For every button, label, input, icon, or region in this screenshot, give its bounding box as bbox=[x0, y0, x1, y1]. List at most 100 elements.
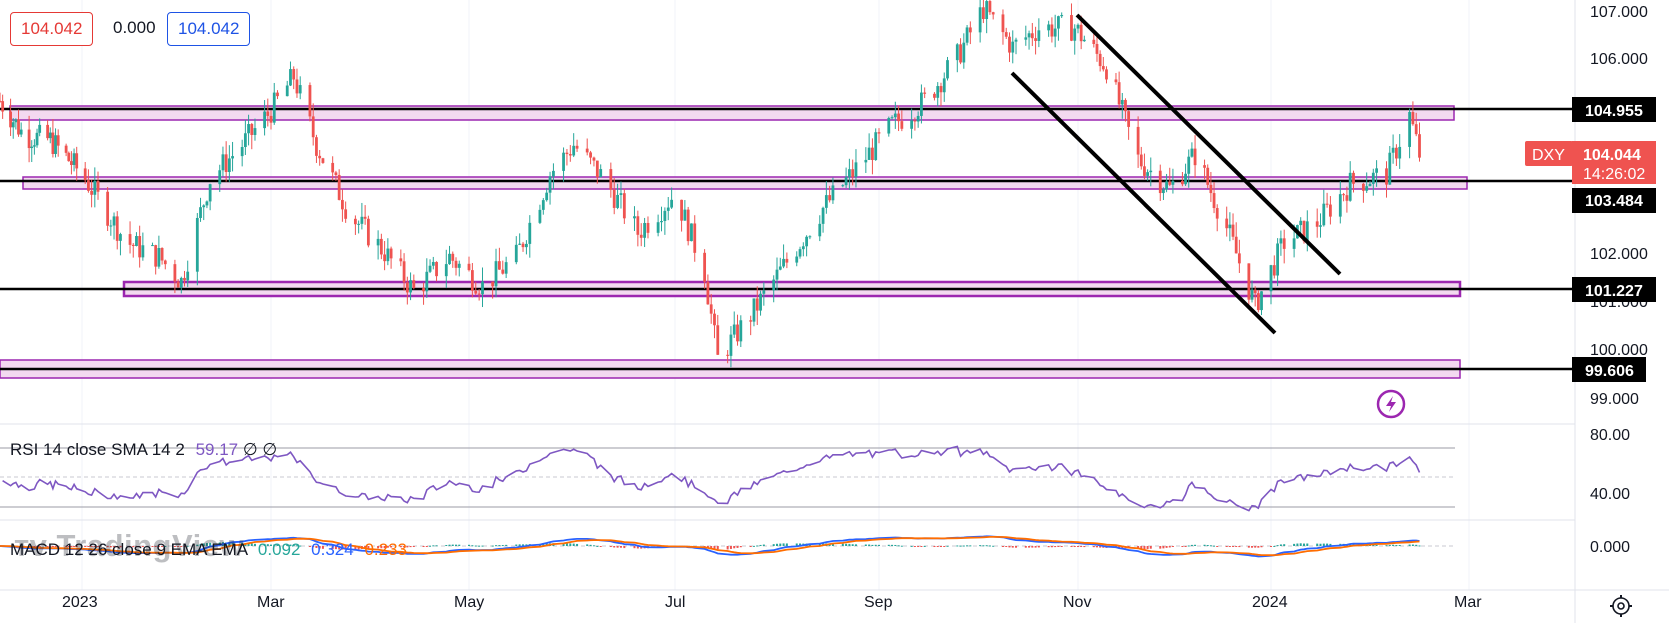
macd-hist-bar bbox=[1326, 543, 1329, 546]
candle-body bbox=[1187, 156, 1191, 174]
bid-price-box[interactable]: 104.042 bbox=[10, 12, 94, 46]
candle-body bbox=[119, 234, 122, 241]
candle-body bbox=[253, 128, 257, 135]
candle-body bbox=[176, 281, 180, 288]
price-tick: 100.000 bbox=[1590, 342, 1648, 359]
candle-body bbox=[749, 320, 753, 322]
candle-body bbox=[690, 223, 693, 242]
time-label: Mar bbox=[257, 594, 285, 611]
macd-hist-bar bbox=[522, 544, 525, 546]
ask-price-box[interactable]: 104.042 bbox=[167, 12, 251, 46]
candle-body bbox=[1117, 82, 1121, 105]
macd-hist-bar bbox=[141, 546, 144, 547]
candle-body bbox=[703, 252, 707, 282]
candle-body bbox=[67, 152, 71, 162]
macd-hist-bar bbox=[988, 545, 991, 547]
macd-hist-bar bbox=[409, 546, 412, 548]
candle-body bbox=[739, 320, 743, 342]
symbol-badge[interactable]: DXY 104.044 14:26:02 bbox=[1525, 141, 1656, 184]
candle-body bbox=[425, 271, 429, 292]
macd-hist-bar bbox=[854, 544, 857, 546]
macd-hist-bar bbox=[1375, 544, 1378, 546]
candle-body bbox=[315, 137, 318, 156]
macd-pane[interactable] bbox=[0, 519, 1575, 558]
macd-hist-bar bbox=[565, 543, 568, 546]
macd-hist-bar bbox=[403, 546, 406, 548]
macd-hist-bar bbox=[818, 543, 821, 546]
candle-body bbox=[933, 93, 936, 98]
channel-upper-line[interactable] bbox=[1075, 13, 1342, 276]
macd-hist-bar bbox=[65, 546, 68, 547]
candle-body bbox=[1073, 28, 1077, 41]
candle-body bbox=[755, 298, 759, 311]
macd-hist-bar bbox=[636, 546, 639, 549]
candle-body bbox=[955, 44, 959, 61]
candle-body bbox=[683, 209, 687, 221]
candle-body bbox=[14, 119, 18, 123]
macd-hist-bar bbox=[1349, 543, 1352, 546]
macd-hist-bar bbox=[451, 544, 454, 546]
candle-body bbox=[337, 174, 341, 200]
horizontal-levels[interactable] bbox=[0, 107, 1575, 371]
candle-body bbox=[311, 116, 315, 138]
macd-hist-bar bbox=[1306, 543, 1309, 546]
candle-body bbox=[612, 189, 616, 208]
macd-legend[interactable]: MACD 12 26 close 9 EMA EMA 0.092 0.324 0… bbox=[10, 540, 407, 560]
macd-hist-bar bbox=[772, 544, 775, 546]
candle-body bbox=[962, 42, 966, 63]
level-labels[interactable]: 104.955 103.484 101.227 99.606 bbox=[1572, 97, 1656, 382]
channel-lower-line[interactable] bbox=[1010, 71, 1277, 335]
macd-hist-bar bbox=[992, 545, 995, 547]
macd-hist-value: 0.092 bbox=[257, 540, 301, 559]
candle-body bbox=[218, 170, 222, 185]
candle-body bbox=[435, 261, 438, 277]
macd-hist-bar bbox=[599, 546, 602, 547]
macd-hist-bar bbox=[710, 546, 713, 549]
candle-body bbox=[732, 324, 736, 335]
candle-body bbox=[821, 207, 825, 224]
candle-body bbox=[622, 193, 626, 219]
macd-hist-bar bbox=[202, 543, 205, 546]
candle-body bbox=[470, 270, 474, 291]
support-resistance-zones[interactable] bbox=[0, 105, 1468, 379]
macd-hist-bar bbox=[84, 546, 87, 547]
candle-body bbox=[383, 254, 387, 262]
macd-hist-bar bbox=[851, 544, 854, 546]
macd-hist-bar bbox=[364, 546, 367, 549]
macd-value: 0.324 bbox=[311, 540, 354, 559]
last-price: 104.044 bbox=[1583, 147, 1641, 164]
candle-body bbox=[680, 199, 683, 221]
macd-hist-bar bbox=[157, 546, 160, 547]
rsi-legend[interactable]: RSI 14 close SMA 14 2 59.17 ∅ ∅ bbox=[10, 440, 277, 460]
rsi-pane[interactable] bbox=[0, 423, 1575, 512]
candle-body bbox=[431, 261, 435, 266]
macd-hist-bar bbox=[286, 544, 289, 546]
channel-lines[interactable] bbox=[1010, 13, 1342, 335]
macd-hist-bar bbox=[299, 545, 302, 547]
candle-body bbox=[1168, 181, 1172, 185]
candle-body bbox=[1120, 99, 1124, 105]
candle-body bbox=[1034, 38, 1037, 41]
spread-value: 0.000 bbox=[113, 18, 156, 37]
macd-hist-bar bbox=[1206, 545, 1209, 547]
time-axis[interactable]: 2023 Mar May Jul Sep Nov 2024 Mar bbox=[62, 594, 1482, 611]
candle-body bbox=[706, 281, 710, 305]
lightning-icon[interactable] bbox=[1376, 389, 1406, 419]
tradingview-logo-icon: ᴛᴠ bbox=[14, 528, 57, 563]
gear-icon[interactable] bbox=[1610, 595, 1632, 617]
candle-body bbox=[289, 69, 292, 86]
macd-hist-bar bbox=[729, 546, 732, 549]
macd-hist-bar bbox=[1398, 544, 1401, 546]
candle-body bbox=[38, 124, 42, 133]
macd-hist-bar bbox=[1254, 546, 1257, 548]
candle-body bbox=[11, 122, 15, 128]
candle-body bbox=[422, 288, 425, 292]
candle-body bbox=[736, 324, 739, 342]
candle-body bbox=[17, 119, 20, 135]
macd-hist-bar bbox=[1008, 546, 1011, 548]
candle-body bbox=[221, 154, 225, 171]
candle-body bbox=[514, 244, 518, 263]
symbol-label: DXY bbox=[1532, 147, 1565, 164]
